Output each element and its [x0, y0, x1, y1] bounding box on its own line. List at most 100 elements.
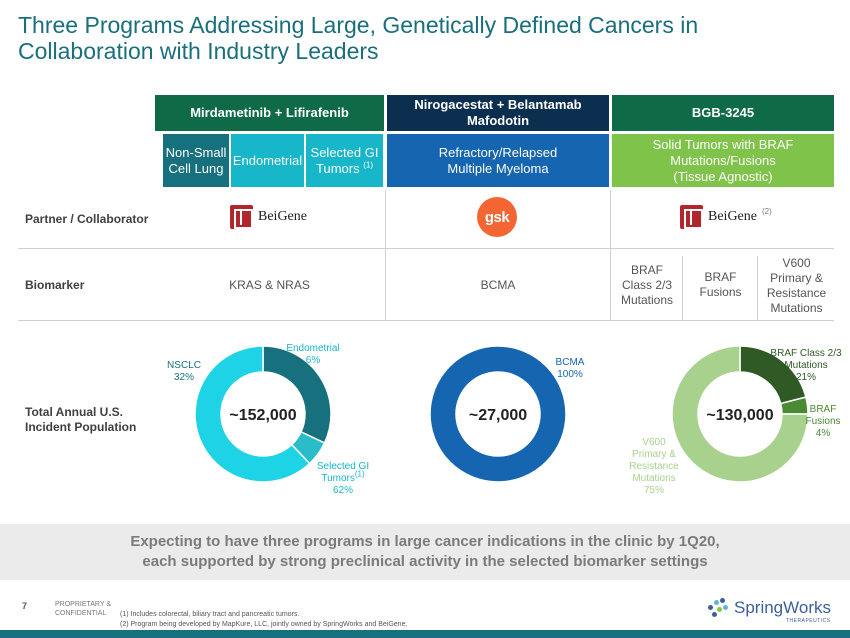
slice-label-line5: 75% — [643, 485, 664, 496]
footnote-2: (2) Program being developed by MapKure, … — [120, 621, 408, 628]
footnotes: (1) Includes colorectal, biliary tract a… — [120, 610, 407, 630]
banner-line2: each supported by strong preclinical act… — [142, 553, 708, 570]
biomarker-line2: Fusions — [699, 285, 742, 299]
indication-label: Endometrial — [232, 152, 303, 168]
slice-label-line3: 4% — [815, 428, 831, 439]
indication-braf-solid: Solid Tumors with BRAF Mutations/Fusions… — [612, 134, 834, 187]
indication-label-line1: Refractory/Relapsed — [438, 144, 558, 160]
slice-label-line1: BRAF Class 2/3 — [770, 348, 842, 359]
slice-label-line3: 21% — [795, 372, 816, 383]
slice-label-line2: 32% — [173, 372, 194, 383]
slice-label-endometrial: Endometrial 6% — [278, 343, 348, 367]
springworks-mark-icon — [708, 598, 730, 618]
biomarker-bcma: BCMA — [480, 277, 516, 292]
slice-label-line1: BCMA — [555, 357, 585, 368]
indication-selected-gi: Selected GI Tumors (1) — [306, 134, 383, 187]
footnote-ref: (1) — [363, 160, 373, 170]
confidential-line2: CONFIDENTIAL — [55, 610, 107, 617]
biomarker-line4: Mutations — [770, 301, 823, 315]
row-divider — [18, 248, 834, 249]
biomarker-line3: Mutations — [620, 292, 674, 307]
beigene-seal-icon — [680, 205, 703, 229]
program-header-mirdametinib: Mirdametinib + Lifirafenib — [155, 95, 384, 131]
slice-label-line1: Selected GI — [316, 461, 370, 472]
slice-label-bcma: BCMA 100% — [548, 357, 592, 381]
row-label-line1: Total Annual U.S. — [25, 405, 123, 419]
donut-chart-nirogacestat: ~27,000 — [429, 345, 567, 483]
slice-label-line2: Tumors — [321, 473, 355, 484]
row-label-biomarker: Biomarker — [25, 278, 85, 292]
biomarker-kras: KRAS & NRAS — [229, 277, 310, 292]
beigene-logo: BeiGene — [230, 205, 307, 229]
slice-label-line2: Primary & — [632, 449, 676, 460]
slice-label-line3: 62% — [332, 485, 353, 496]
confidential-label: PROPRIETARY & CONFIDENTIAL — [55, 600, 111, 618]
slice-label-line2: Mutations — [784, 360, 828, 371]
slice-label-line1: Endometrial — [286, 343, 340, 354]
program-name-line1: Nirogacestat + Belantamab — [414, 97, 582, 112]
donut-slice-0 — [429, 345, 567, 483]
donut-center-value: ~27,000 — [469, 407, 527, 424]
bottom-accent-bar — [0, 630, 850, 638]
slide-title: Three Programs Addressing Large, Genetic… — [18, 12, 818, 64]
slice-label-selected-gi: Selected GI Tumors(1) 62% — [310, 461, 376, 497]
indication-label-line2: Cell Lung — [168, 160, 224, 176]
biomarker-v600: V600 Primary & Resistance Mutations — [759, 256, 834, 315]
row-label-line2: Incident Population — [25, 420, 137, 434]
biomarker-line2: Primary & — [770, 271, 823, 285]
slice-label-v600: V600 Primary & Resistance Mutations 75% — [626, 437, 682, 497]
program-name-line2: Mafodotin — [466, 113, 530, 128]
slice-label-line2-wrap: Tumors(1) — [310, 469, 376, 485]
gsk-logo: gsk — [477, 197, 517, 237]
footnote-1: (1) Includes colorectal, biliary tract a… — [120, 611, 300, 618]
indication-label-line2: Tumors — [316, 160, 360, 176]
biomarker-line2: Class 2/3 — [621, 277, 673, 292]
beigene-wordmark: BeiGene — [708, 209, 757, 224]
indication-label-line2-wrap: Tumors (1) — [316, 161, 373, 177]
row-divider — [18, 320, 834, 321]
springworks-wordmark: SpringWorks — [734, 598, 831, 617]
program-header-bgb3245: BGB-3245 — [612, 95, 834, 131]
beigene-logo-2: BeiGene (2) — [680, 205, 772, 229]
donut-slice-2 — [671, 345, 809, 483]
beigene-wordmark: BeiGene — [258, 209, 307, 224]
program-name: Mirdametinib + Lifirafenib — [190, 105, 349, 120]
slice-label-line1: NSCLC — [167, 360, 201, 371]
program-name: BGB-3245 — [691, 105, 755, 120]
indication-label-line1: Selected GI — [310, 144, 379, 160]
indication-label-line2: Mutations/Fusions — [670, 152, 776, 168]
indication-nsclc: Non-Small Cell Lung — [163, 134, 229, 187]
biomarker-braf-fusions: BRAF Fusions — [684, 265, 757, 305]
slice-label-line1: BRAF — [809, 404, 837, 415]
biomarker-line3: Resistance — [766, 286, 827, 300]
biomarker-braf-class: BRAF Class 2/3 Mutations — [612, 260, 682, 310]
indication-label-line1: Non-Small — [165, 144, 227, 160]
column-divider — [385, 190, 386, 320]
donut-center-value: ~130,000 — [706, 407, 773, 424]
slice-label-line2: 100% — [557, 369, 583, 380]
slide-title-line2: Collaboration with Industry Leaders — [18, 38, 379, 64]
springworks-tagline: THERAPEUTICS — [786, 618, 831, 624]
column-divider — [682, 256, 683, 320]
footnote-ref: (2) — [761, 206, 772, 216]
column-divider — [757, 256, 758, 320]
row-label-incidence: Total Annual U.S. Incident Population — [25, 405, 136, 435]
slice-label-line3: Resistance — [629, 461, 679, 472]
donut-slice-2 — [194, 345, 311, 483]
row-label-partner: Partner / Collaborator — [25, 212, 149, 226]
biomarker-line1: BRAF — [704, 270, 737, 284]
program-header-nirogacestat: Nirogacestat + Belantamab Mafodotin — [387, 95, 609, 131]
indication-label-line2: Multiple Myeloma — [447, 160, 549, 176]
biomarker-line1: BRAF — [630, 262, 663, 277]
slice-label-line4: Mutations — [632, 473, 676, 484]
slide-title-line1: Three Programs Addressing Large, Genetic… — [18, 12, 699, 38]
gsk-wordmark: gsk — [484, 208, 510, 226]
banner-line1: Expecting to have three programs in larg… — [130, 533, 720, 550]
summary-banner: Expecting to have three programs in larg… — [0, 524, 850, 580]
indication-label-line3: (Tissue Agnostic) — [673, 168, 773, 184]
slice-label-braf-fusions: BRAF Fusions 4% — [800, 404, 846, 440]
footnote-ref: (1) — [354, 469, 365, 479]
page-number: 7 — [22, 601, 28, 611]
indication-endometrial: Endometrial — [231, 134, 304, 187]
slice-label-line2: Fusions — [805, 416, 841, 427]
